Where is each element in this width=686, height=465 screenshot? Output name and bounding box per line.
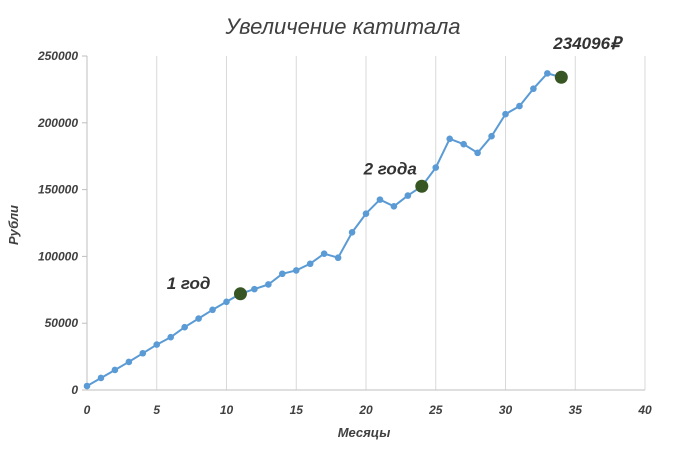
data-point (167, 333, 174, 341)
data-point (223, 298, 230, 306)
data-point (362, 210, 370, 217)
y-tick-label: 200000 (37, 116, 78, 130)
y-tick-label: 0 (71, 383, 78, 397)
y-tick-label: 50000 (45, 316, 79, 330)
x-tick-label: 0 (84, 403, 91, 417)
data-point (125, 358, 133, 366)
x-axis-title: Месяцы (338, 425, 391, 440)
y-tick-label: 150000 (38, 183, 78, 197)
x-tick-label: 40 (637, 403, 652, 417)
data-point (306, 260, 314, 268)
tick-labels: 0 50000 100000 150000 200000 250000 0 5 10 15 20 25… (37, 49, 652, 417)
data-point (390, 203, 398, 210)
data-point (460, 140, 467, 148)
data-point (97, 374, 105, 382)
highlight-label: 2 года (363, 159, 417, 178)
highlight-label: 1 год (167, 274, 211, 293)
data-point (502, 110, 509, 118)
data-point (153, 341, 161, 348)
x-tick-label: 20 (358, 403, 373, 417)
data-point (195, 315, 202, 322)
data-point (516, 102, 523, 110)
y-axis-title: Рубли (6, 205, 21, 245)
series (83, 70, 565, 390)
data-point (446, 135, 454, 143)
axes (82, 55, 645, 391)
y-tick-label: 100000 (38, 249, 78, 263)
data-point (209, 306, 216, 314)
highlights: 1 год 2 года 234096₽ (167, 34, 624, 301)
data-point (432, 164, 440, 171)
y-tick-label: 250000 (37, 49, 78, 63)
data-point (348, 229, 356, 236)
data-point (251, 285, 258, 293)
data-point (530, 85, 537, 93)
highlight-point (415, 179, 429, 193)
grid (156, 56, 646, 390)
data-point (279, 270, 286, 278)
data-point (292, 267, 300, 274)
data-point (265, 281, 272, 288)
highlight-point (233, 287, 247, 301)
x-tick-label: 25 (428, 403, 443, 417)
highlight-label: 234096₽ (552, 34, 624, 53)
highlight-point (554, 70, 568, 84)
data-point (544, 70, 551, 77)
data-point (376, 196, 384, 203)
x-tick-label: 35 (569, 403, 583, 417)
chart-title: Увеличение катитала (225, 14, 461, 39)
data-point (474, 149, 481, 157)
data-point (111, 366, 119, 374)
x-tick-label: 10 (220, 403, 234, 417)
data-point (334, 254, 342, 262)
x-tick-label: 30 (499, 403, 513, 417)
data-point (181, 323, 188, 331)
data-point (404, 192, 412, 199)
series-line (86, 72, 562, 387)
data-point (83, 382, 91, 390)
data-point (139, 349, 147, 357)
data-point (320, 250, 328, 258)
data-point (488, 132, 495, 140)
x-tick-label: 15 (290, 403, 304, 417)
x-tick-label: 5 (153, 403, 160, 417)
